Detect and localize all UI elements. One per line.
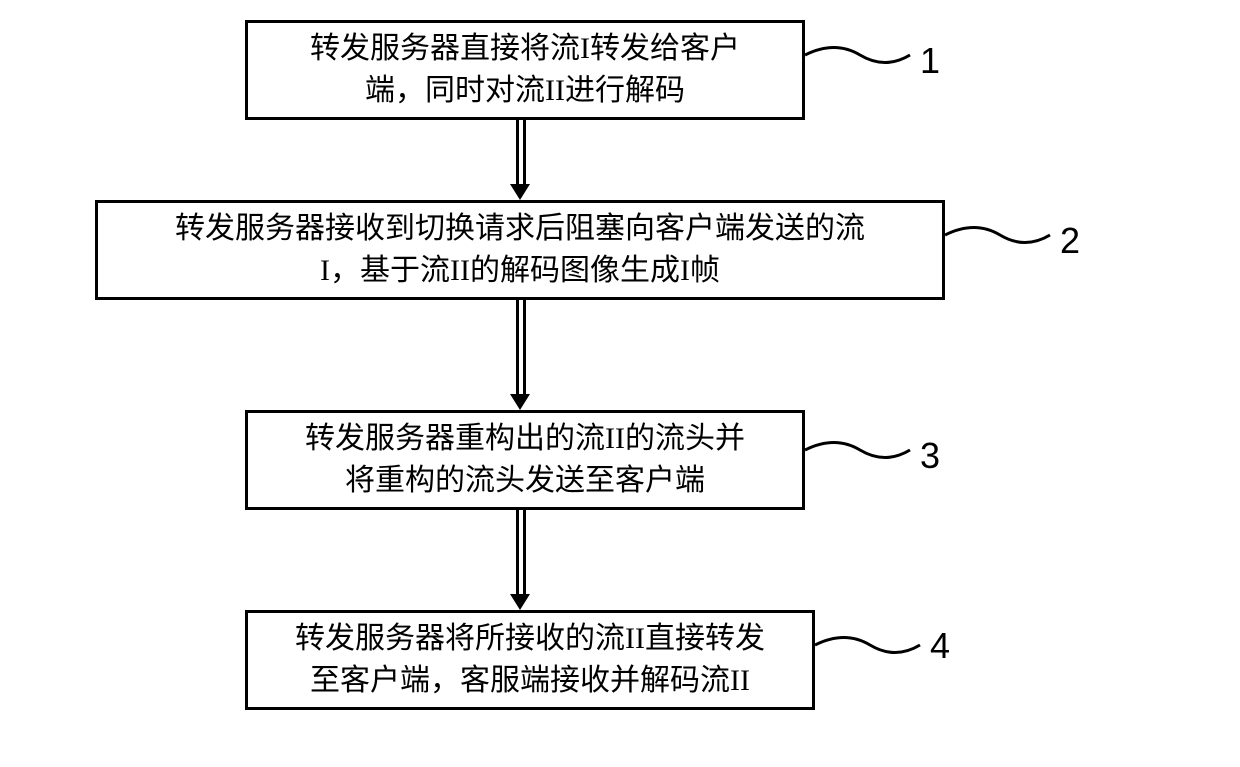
- flowchart-container: 转发服务器直接将流I转发给客户端，同时对流II进行解码 1 转发服务器接收到切换…: [0, 0, 1240, 767]
- step-text-1: 转发服务器直接将流I转发给客户端，同时对流II进行解码: [310, 28, 740, 112]
- step-label-4: 4: [930, 625, 950, 667]
- arrow-2-3: [516, 300, 526, 394]
- step-label-2: 2: [1060, 220, 1080, 262]
- step-box-3: 转发服务器重构出的流II的流头并将重构的流头发送至客户端: [245, 410, 805, 510]
- step-box-4: 转发服务器将所接收的流II直接转发至客户端，客服端接收并解码流II: [245, 610, 815, 710]
- arrow-head-2-3: [510, 394, 530, 410]
- step-label-1: 1: [920, 40, 940, 82]
- step-box-1: 转发服务器直接将流I转发给客户端，同时对流II进行解码: [245, 20, 805, 120]
- step-text-4: 转发服务器将所接收的流II直接转发至客户端，客服端接收并解码流II: [295, 618, 765, 702]
- arrow-head-3-4: [510, 594, 530, 610]
- arrow-1-2: [516, 120, 526, 184]
- step-label-3: 3: [920, 435, 940, 477]
- arrow-3-4: [516, 510, 526, 594]
- arrow-head-1-2: [510, 184, 530, 200]
- step-text-3: 转发服务器重构出的流II的流头并将重构的流头发送至客户端: [305, 418, 745, 502]
- step-text-2: 转发服务器接收到切换请求后阻塞向客户端发送的流I，基于流II的解码图像生成I帧: [175, 208, 865, 292]
- callout-curve-3: [805, 430, 915, 480]
- callout-curve-4: [815, 625, 925, 675]
- callout-curve-2: [945, 215, 1055, 265]
- callout-curve-1: [805, 35, 915, 85]
- step-box-2: 转发服务器接收到切换请求后阻塞向客户端发送的流I，基于流II的解码图像生成I帧: [95, 200, 945, 300]
